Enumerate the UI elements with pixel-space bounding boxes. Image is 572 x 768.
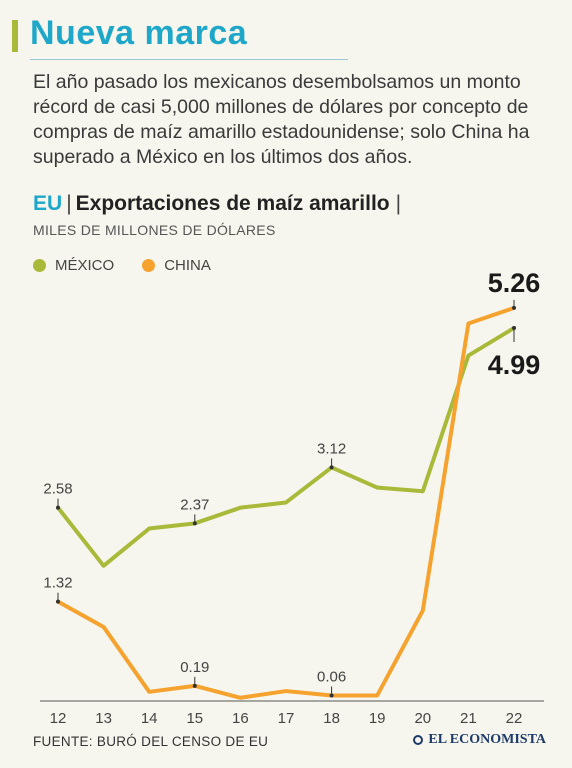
intro-text: El año pasado los mexicanos desembolsamo… xyxy=(33,71,530,168)
x-tick-label: 12 xyxy=(50,710,67,727)
series-line-china xyxy=(56,305,516,700)
x-tick-label: 20 xyxy=(414,710,431,727)
heading-trailing-separator: | xyxy=(395,192,402,215)
x-tick-label: 16 xyxy=(232,710,249,727)
chart-title: Exportaciones de maíz amarillo xyxy=(75,192,390,215)
x-tick-label: 14 xyxy=(141,710,158,727)
data-label-mexico: 2.37 xyxy=(180,496,209,513)
data-label-china: 0.19 xyxy=(180,659,209,676)
legend-item-mexico: MÉXICO xyxy=(33,257,114,274)
annotation-dot-mexico xyxy=(56,505,60,510)
title-accent-bar xyxy=(12,20,18,52)
x-tick-label: 17 xyxy=(278,710,295,727)
logo-text: EL ECONOMISTA xyxy=(428,732,546,747)
annotation-dot-china xyxy=(192,683,197,688)
legend-label-china: CHINA xyxy=(164,257,211,274)
annotation-dot-mexico xyxy=(329,465,334,470)
x-tick-label: 21 xyxy=(460,710,477,727)
data-label-china: 1.32 xyxy=(43,575,72,592)
chart-legend: MÉXICO CHINA xyxy=(33,257,239,274)
chart-country: EU xyxy=(33,192,63,215)
data-label-china: 0.06 xyxy=(317,669,346,686)
x-tick-label: 13 xyxy=(95,710,112,727)
data-label-china: 5.26 xyxy=(488,268,541,298)
data-label-mexico: 2.58 xyxy=(43,481,72,498)
annotation-dot-china xyxy=(56,599,60,604)
annotation-dot-mexico xyxy=(192,521,197,526)
legend-swatch-mexico xyxy=(33,259,46,272)
source-note: FUENTE: BURÓ DEL CENSO DE EU xyxy=(33,734,269,749)
title-rule xyxy=(30,59,348,60)
page-title: Nueva marca xyxy=(30,14,248,52)
publisher-logo: EL ECONOMISTA xyxy=(413,732,546,748)
annotation-dot-china xyxy=(329,693,334,698)
annotation-dot-china xyxy=(512,305,516,310)
data-label-mexico: 4.99 xyxy=(488,350,541,380)
chart-heading: EU | Exportaciones de maíz amarillo | xyxy=(33,192,401,216)
chart-units: MILES DE MILLONES DE DÓLARES xyxy=(33,222,276,238)
annotation-dot-mexico xyxy=(512,326,516,331)
legend-item-china: CHINA xyxy=(142,257,211,274)
x-tick-label: 18 xyxy=(323,710,340,727)
series-line-mexico xyxy=(56,326,516,568)
data-label-mexico: 3.12 xyxy=(317,440,346,457)
legend-label-mexico: MÉXICO xyxy=(55,257,115,274)
legend-swatch-china xyxy=(142,259,156,272)
x-tick-label: 22 xyxy=(506,710,523,727)
logo-mark-icon xyxy=(413,735,424,745)
x-tick-label: 19 xyxy=(369,710,386,727)
heading-separator: | xyxy=(66,192,72,215)
x-tick-label: 15 xyxy=(186,710,203,727)
